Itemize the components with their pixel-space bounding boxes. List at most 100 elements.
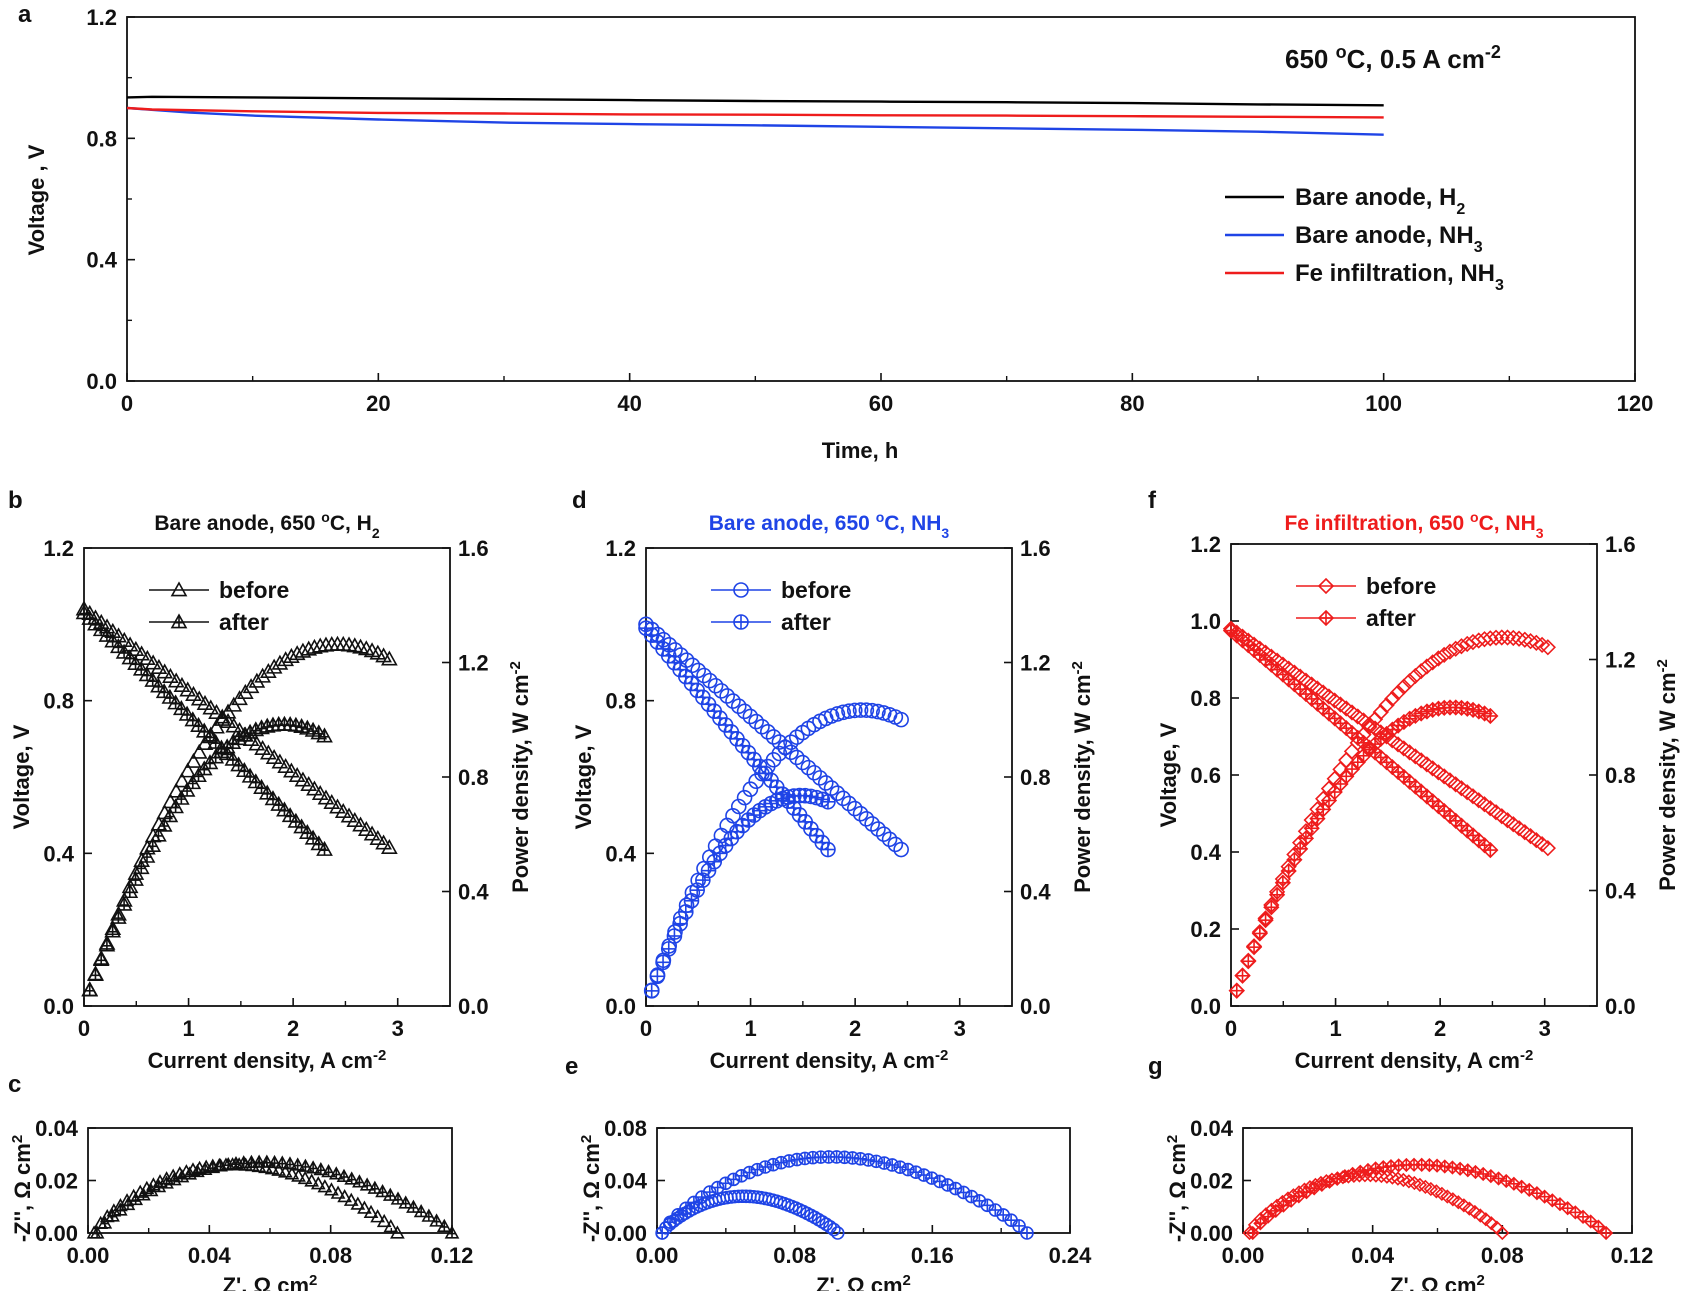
y2-tick-label: 0.8 <box>458 765 489 790</box>
p-point-d-0 <box>893 711 909 728</box>
eis-point-e-1 <box>925 1171 939 1185</box>
y-tick-label: 0.2 <box>1190 917 1221 942</box>
x-tick-label: 0 <box>1225 1016 1237 1041</box>
y2-tick-label: 0.4 <box>1020 880 1051 905</box>
v-point-b-1 <box>207 733 225 749</box>
v-point-b-0 <box>144 654 162 670</box>
v-point-b-0 <box>150 658 168 674</box>
p-point-f-0 <box>1401 673 1418 690</box>
p-point-b-0 <box>190 743 208 759</box>
v-point-b-0 <box>306 780 323 796</box>
p-point-f-0 <box>1430 650 1447 667</box>
x-tick-label: 0.08 <box>1481 1243 1524 1268</box>
eis-point-e-1 <box>901 1162 915 1177</box>
v-point-d-0 <box>771 734 788 750</box>
v-point-b-1 <box>150 677 167 693</box>
y-tick-label: 0.4 <box>605 841 636 866</box>
y-tick-label: 0.8 <box>86 126 117 151</box>
v-point-b-0 <box>162 667 179 683</box>
eis-point-c-0 <box>357 1200 372 1214</box>
eis-point-c-0 <box>370 1209 385 1223</box>
v-point-b-0 <box>311 784 329 800</box>
p-point-f-0 <box>1453 638 1470 655</box>
v-point-d-0 <box>736 703 753 720</box>
v-point-b-0 <box>357 820 375 837</box>
v-point-b-1 <box>195 722 213 738</box>
v-point-b-1 <box>92 621 110 637</box>
v-point-d-0 <box>841 795 857 812</box>
eis-point-c-1 <box>259 1154 275 1168</box>
eis-point-e-1 <box>1004 1213 1018 1227</box>
v-point-b-1 <box>98 626 116 642</box>
eis-point-g-1 <box>1376 1160 1391 1175</box>
p-point-f-0 <box>1424 654 1441 671</box>
v-point-d-0 <box>719 688 735 704</box>
v-point-b-0 <box>179 681 197 697</box>
v-point-b-0 <box>317 789 335 805</box>
panel-d-axes: 0 1 2 3 0.0 0.4 0.8 1.2 0.0 0.4 0.8 1.2 1.6 <box>605 536 1051 1041</box>
p-point-d-1 <box>689 882 705 898</box>
panel-e-xlabel: Z', Ω cm2 <box>816 1272 911 1292</box>
legend-label-b-1: after <box>219 609 269 635</box>
x-tick-label: 0.00 <box>67 1243 110 1268</box>
eis-point-c-0 <box>244 1158 260 1172</box>
eis-point-e-1 <box>885 1158 899 1172</box>
y-tick-label: 0.0 <box>1190 994 1221 1019</box>
eis-point-c-0 <box>297 1170 313 1185</box>
p-point-f-1 <box>1482 707 1499 725</box>
p-point-f-1 <box>1251 925 1268 942</box>
x-tick-label: 60 <box>869 391 893 416</box>
panel-a-xlabel: Time, h <box>822 438 899 463</box>
p-point-d-0 <box>835 704 851 721</box>
eis-point-c-1 <box>313 1162 329 1176</box>
v-point-d-0 <box>725 693 741 709</box>
p-point-f-0 <box>1447 640 1464 657</box>
x-tick-label: 0.24 <box>1049 1243 1093 1268</box>
v-point-b-1 <box>304 829 322 845</box>
v-point-b-1 <box>132 660 150 676</box>
p-point-b-0 <box>380 650 398 666</box>
v-point-b-1 <box>161 688 179 704</box>
y2-tick-label: 1.2 <box>1605 648 1636 673</box>
y-tick-label: 0.04 <box>35 1116 79 1141</box>
panel-a-axes: 0 20 40 60 80 100 120 0.0 0.4 0.8 1.2 <box>86 5 1653 416</box>
eis-point-e-1 <box>663 1215 677 1230</box>
legend-label-b-0: before <box>219 577 289 603</box>
v-point-d-0 <box>875 826 892 842</box>
v-point-d-0 <box>835 790 851 807</box>
v-point-d-0 <box>690 662 706 679</box>
v-point-b-0 <box>277 757 295 773</box>
v-point-b-0 <box>265 748 283 764</box>
v-point-b-0 <box>225 717 243 733</box>
x-tick-label: 40 <box>617 391 641 416</box>
eis-point-c-1 <box>429 1213 444 1227</box>
v-point-d-0 <box>864 816 880 832</box>
v-point-b-0 <box>375 834 392 850</box>
legend-marker-d-1 <box>733 614 749 630</box>
v-point-b-1 <box>138 666 156 682</box>
v-point-b-0 <box>283 762 300 778</box>
v-point-b-1 <box>81 609 99 625</box>
x-tick-label: 1 <box>1329 1016 1341 1041</box>
v-point-d-0 <box>765 729 782 745</box>
v-point-d-0 <box>887 836 904 853</box>
y-tick-label: 0.8 <box>1190 686 1221 711</box>
y-tick-label: 0.4 <box>43 841 74 866</box>
v-point-f-0 <box>1539 840 1556 857</box>
p-point-b-0 <box>311 637 329 653</box>
eis-point-c-1 <box>367 1180 383 1194</box>
p-point-f-0 <box>1378 697 1395 714</box>
p-point-b-0 <box>260 662 277 678</box>
eis-point-g-0 <box>1374 1168 1389 1184</box>
p-point-f-0 <box>1516 631 1533 648</box>
x-tick-label: 0.00 <box>636 1243 679 1268</box>
eis-point-c-0 <box>317 1179 333 1193</box>
p-point-b-1 <box>115 895 133 911</box>
v-point-b-1 <box>127 654 144 670</box>
y-tick-label: 0.8 <box>605 689 636 714</box>
panel-c-axes: 0.00 0.04 0.08 0.12 0.00 0.02 0.04 <box>35 1116 473 1268</box>
y-tick-label: 0.08 <box>604 1116 647 1141</box>
v-point-b-1 <box>109 638 127 654</box>
v-point-b-1 <box>115 643 133 659</box>
y2-tick-label: 1.6 <box>1605 532 1636 557</box>
